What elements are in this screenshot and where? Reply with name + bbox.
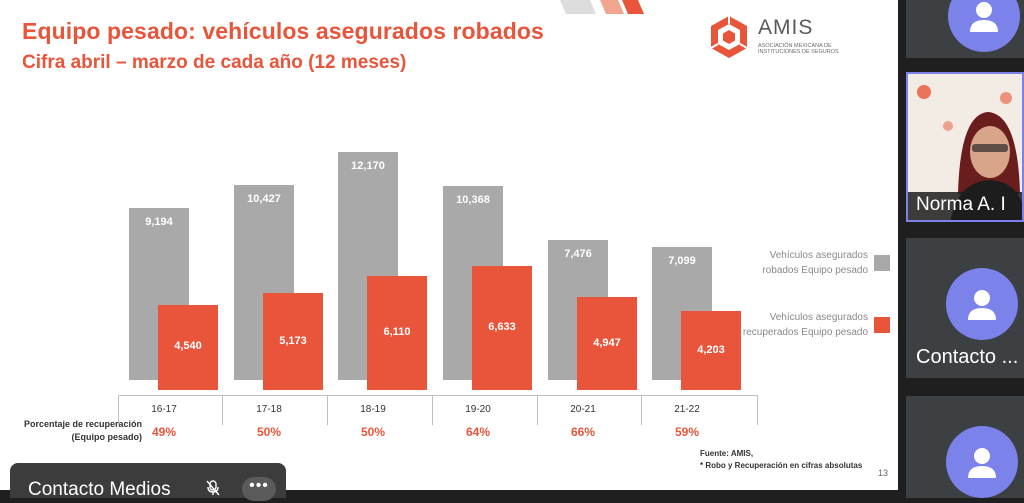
- bar-recuperados-18-19: [367, 275, 427, 390]
- legend-robados-label: Vehículos asegurados robados Equipo pesa…: [762, 250, 868, 276]
- avatar: [946, 268, 1018, 340]
- bar-recuperados-19-20: [472, 265, 532, 390]
- participant-tile[interactable]: [906, 0, 1024, 58]
- source-footnote: * Robo y Recuperación en cifras absoluta…: [700, 461, 863, 470]
- bar-recuperados-17-18: [263, 293, 323, 390]
- label-robados-21-22: 7,099: [668, 255, 696, 267]
- participant-name: Norma A. I: [916, 194, 1006, 215]
- label-robados-19-20: 10,368: [456, 193, 490, 206]
- bar-recuperados-16-17: [158, 304, 218, 390]
- category-label-17-18: 17-18: [256, 404, 282, 415]
- slide-subtitle: Cifra abril – marzo de cada año (12 mese…: [22, 52, 407, 73]
- category-label-16-17: 16-17: [151, 404, 177, 415]
- recovery-pct-16-17: 49%: [151, 425, 177, 439]
- axis-tick: [537, 395, 538, 425]
- label-recuperados-19-20: 6,633: [488, 320, 516, 333]
- source-line: Fuente: AMIS,: [700, 449, 754, 458]
- avatar: [946, 426, 1018, 498]
- label-recuperados-18-19: 6,110: [383, 325, 411, 338]
- mic-muted-icon: [206, 480, 220, 496]
- label-recuperados-21-22: 4,203: [697, 343, 725, 356]
- person-icon: [968, 448, 996, 478]
- recovery-pct-21-22: 59%: [674, 425, 700, 439]
- axis-tick: [757, 395, 758, 425]
- bar-recuperados-20-21: [577, 297, 637, 390]
- category-label-20-21: 20-21: [570, 404, 596, 415]
- more-options-button[interactable]: •••: [242, 477, 276, 501]
- source-note: Fuente: AMIS, * Robo y Recuperación en c…: [700, 448, 862, 472]
- legend-recuperados-swatch: [874, 317, 890, 333]
- axis-tick: [118, 395, 119, 425]
- label-recuperados-16-17: 4,540: [174, 340, 202, 353]
- slide-title: Equipo pesado: vehículos asegurados roba…: [22, 18, 544, 44]
- logo-name: AMIS: [758, 16, 814, 39]
- bar-recuperados-21-22: [681, 311, 741, 390]
- participant-tile[interactable]: [906, 396, 1024, 498]
- legend-robados-swatch: [874, 255, 890, 271]
- shared-slide: Equipo pesado: vehículos asegurados roba…: [0, 0, 898, 490]
- label-robados-16-17: 9,194: [145, 215, 173, 228]
- legend-recuperados-label: Vehículos asegurados recuperados Equipo …: [742, 312, 868, 338]
- participant-tile[interactable]: Contacto ...: [906, 238, 1024, 378]
- presenter-name-bar: Contacto Medios •••: [10, 463, 286, 501]
- x-axis: [118, 395, 758, 396]
- recovery-pct-19-20: 64%: [465, 425, 491, 439]
- axis-tick: [641, 395, 642, 425]
- logo-tagline: Asociación Mexicana de Instituciones de …: [758, 43, 839, 55]
- category-label-18-19: 18-19: [360, 404, 386, 415]
- presenter-name: Contacto Medios: [28, 479, 171, 500]
- axis-tick: [222, 395, 223, 425]
- avatar: [948, 0, 1020, 52]
- recovery-pct-18-19: 50%: [360, 425, 386, 439]
- amis-logo: AMIS Asociación Mexicana de Institucione…: [706, 14, 866, 62]
- recovery-pct-17-18: 50%: [256, 425, 282, 439]
- slide-decoration: [560, 0, 644, 14]
- axis-tick: [327, 395, 328, 425]
- amis-logo-icon: [710, 16, 748, 58]
- axis-tick: [432, 395, 433, 425]
- recovery-row-label: Porcentaje de recuperación (Equipo pesad…: [23, 419, 142, 442]
- label-robados-17-18: 10,427: [247, 192, 281, 205]
- label-robados-20-21: 7,476: [564, 247, 592, 260]
- recovery-pct-20-21: 66%: [570, 425, 596, 439]
- participant-name: Contacto ...: [916, 346, 1019, 368]
- label-recuperados-17-18: 5,173: [279, 334, 307, 347]
- category-label-19-20: 19-20: [465, 404, 491, 415]
- page-number: 13: [878, 468, 889, 478]
- category-label-21-22: 21-22: [674, 404, 700, 415]
- participant-video: [908, 74, 1022, 220]
- label-robados-18-19: 12,170: [351, 160, 385, 172]
- person-icon: [968, 290, 996, 320]
- label-recuperados-20-21: 4,947: [593, 336, 621, 349]
- person-icon: [970, 2, 998, 32]
- participant-video-tile[interactable]: Norma A. I: [906, 72, 1024, 222]
